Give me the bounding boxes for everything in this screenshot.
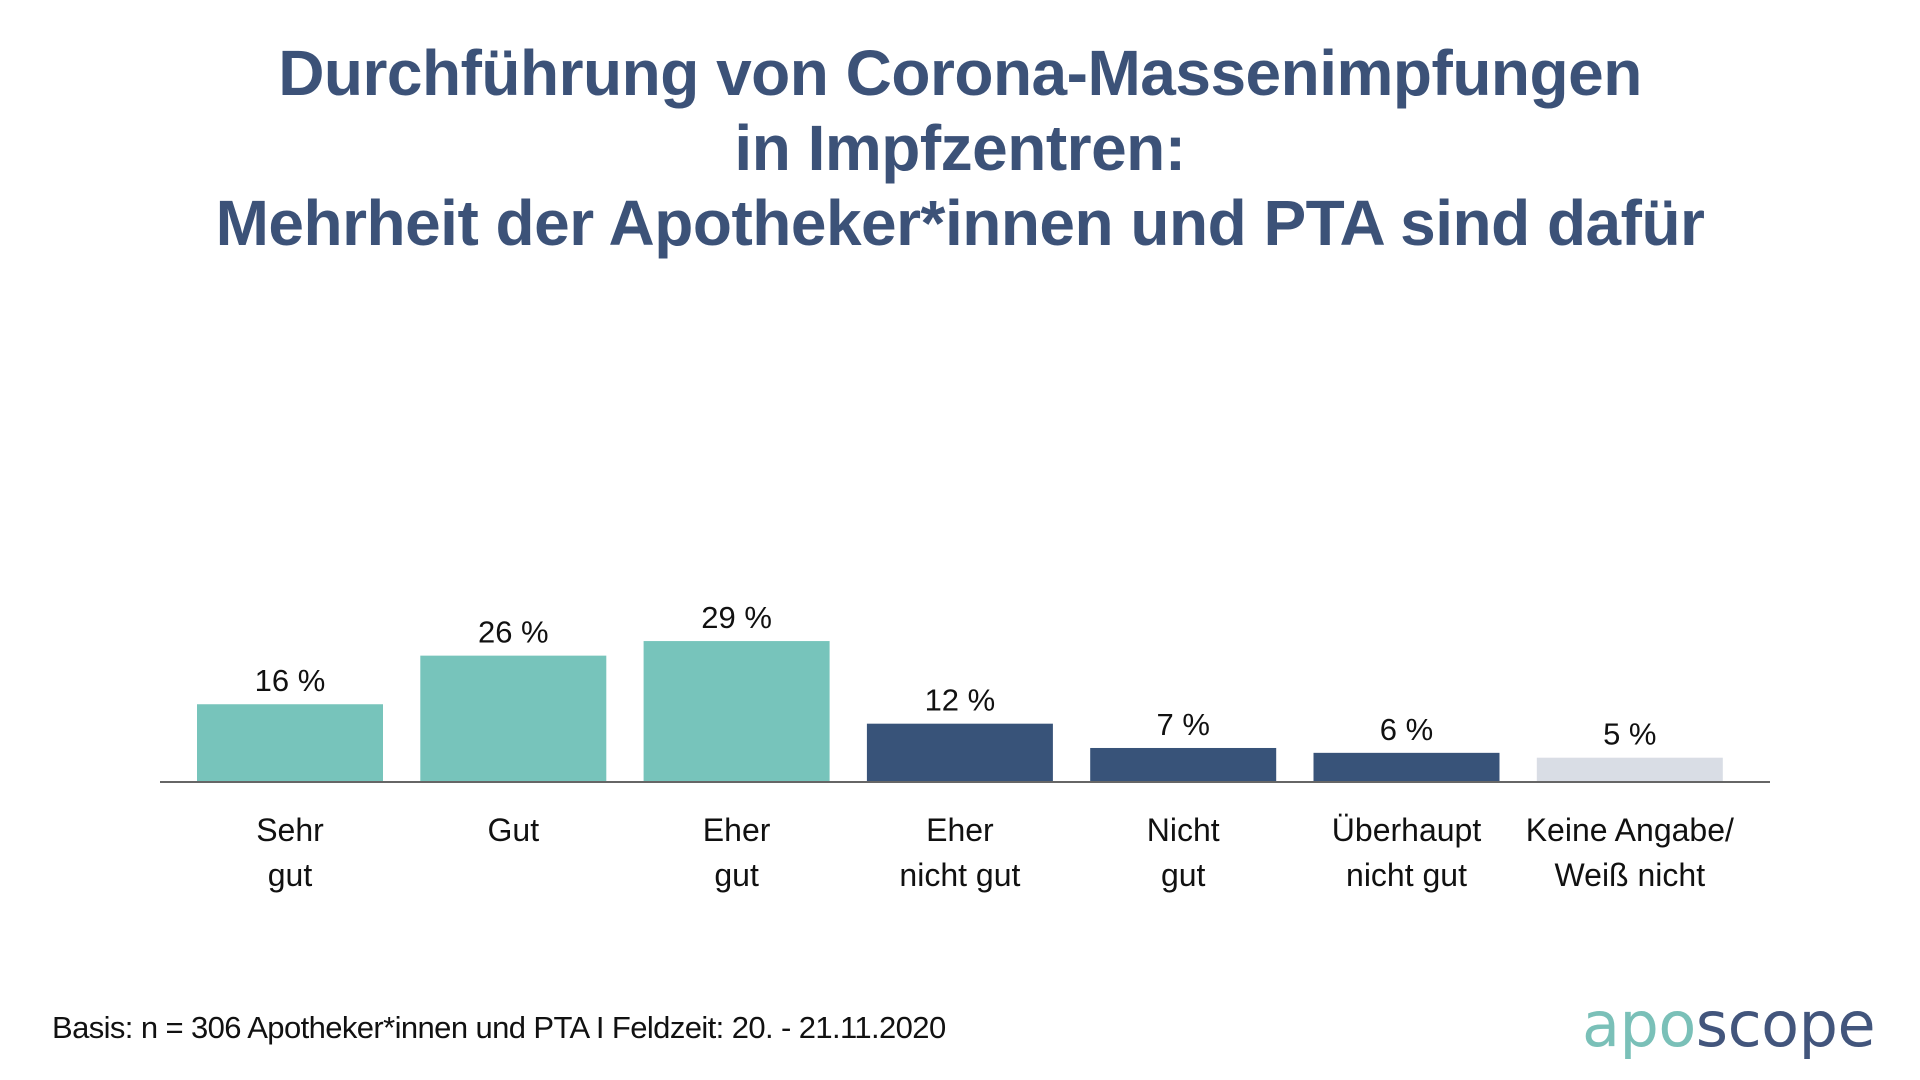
chart-title: Durchführung von Corona-Massenimpfungen …	[0, 36, 1920, 261]
bars-group	[197, 641, 1723, 782]
value-label-6: 6 %	[1380, 712, 1433, 747]
logo-part-apo: apo	[1582, 988, 1696, 1061]
value-labels-group: 16 % 26 % 29 % 12 % 7 % 6 % 5 %	[255, 600, 1657, 752]
category-label-5: Nicht gut	[1147, 812, 1220, 893]
bar-7	[1536, 757, 1723, 782]
category-label-2: Gut	[488, 812, 540, 848]
value-label-7: 5 %	[1603, 717, 1656, 752]
category-label-line: nicht gut	[1346, 857, 1467, 893]
category-label-7: Keine Angabe/Weiß nicht	[1526, 812, 1734, 893]
category-label-line: Weiß nicht	[1555, 857, 1706, 893]
category-labels-group: Sehr gut Gut Eher gut Eher nicht gut Nicht gut Üb…	[256, 812, 1734, 893]
category-label-3: Eher gut	[703, 812, 771, 893]
value-label-5: 7 %	[1156, 707, 1209, 742]
category-label-line: Eher	[703, 812, 771, 848]
category-label-line: Sehr	[256, 812, 324, 848]
title-line-1: Durchführung von Corona-Massenimpfungen	[278, 37, 1642, 109]
value-label-4: 12 %	[925, 683, 996, 718]
category-label-line: gut	[1161, 857, 1206, 893]
bar-2	[420, 655, 607, 782]
footer-basis: Basis: n = 306 Apotheker*innen und PTA I…	[52, 1010, 946, 1045]
bar-6	[1313, 752, 1500, 782]
value-label-1: 16 %	[255, 663, 326, 698]
category-label-line: gut	[268, 857, 313, 893]
category-label-line: Gut	[488, 812, 540, 848]
value-label-3: 29 %	[701, 600, 772, 635]
value-label-2: 26 %	[478, 615, 549, 650]
category-label-1: Sehr gut	[256, 812, 324, 893]
category-label-4: Eher nicht gut	[899, 812, 1020, 893]
aposcope-logo: aposcope	[1582, 988, 1876, 1061]
title-line-3: Mehrheit der Apotheker*innen und PTA sin…	[215, 187, 1705, 259]
logo-part-scope: scope	[1695, 988, 1876, 1061]
bar-1	[197, 704, 383, 782]
title-line-2: in Impfzentren:	[734, 112, 1186, 184]
category-label-line: Eher	[926, 812, 994, 848]
bar-5	[1090, 747, 1277, 782]
category-label-6: Überhaupt nicht gut	[1332, 812, 1482, 893]
category-label-line: Überhaupt	[1332, 812, 1482, 848]
bar-3	[643, 641, 830, 782]
category-label-line: gut	[714, 857, 759, 893]
category-label-line: Keine Angabe/	[1526, 812, 1734, 848]
category-label-line: nicht gut	[899, 857, 1020, 893]
category-label-line: Nicht	[1147, 812, 1220, 848]
bar-4	[866, 723, 1053, 782]
